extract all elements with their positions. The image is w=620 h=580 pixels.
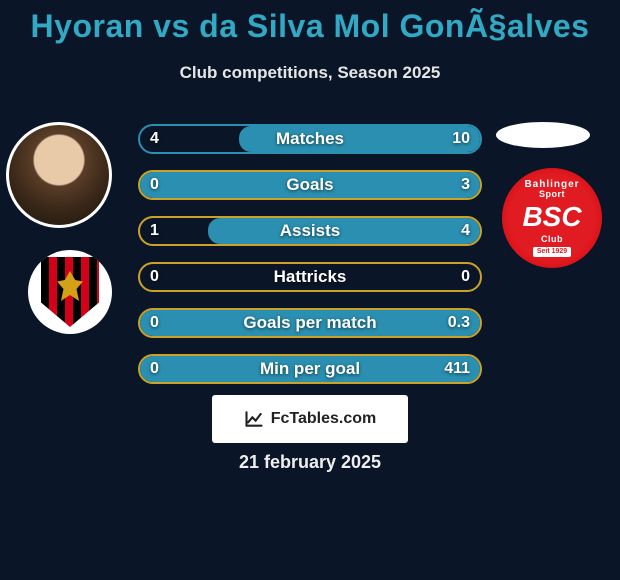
stat-bar-fill (140, 310, 480, 336)
stat-value-right: 0.3 (448, 314, 470, 332)
fctables-text: FcTables.com (271, 410, 377, 428)
stat-bar-fill (208, 218, 480, 244)
stat-value-left: 0 (150, 360, 159, 378)
stat-value-right: 10 (452, 130, 470, 148)
stats-area: 410Matches03Goals14Assists00Hattricks00.… (0, 120, 620, 395)
stat-bar-fill (140, 172, 480, 198)
stat-value-left: 0 (150, 314, 159, 332)
stat-value-left: 1 (150, 222, 159, 240)
stat-bar: 410Matches (138, 124, 482, 154)
stat-bar-fill (239, 126, 480, 152)
stat-bar: 14Assists (138, 216, 482, 246)
stat-value-right: 3 (461, 176, 470, 194)
stat-bar: 0 0Hattricks (138, 262, 482, 292)
stat-value-right: 411 (444, 360, 470, 378)
stat-label: Hattricks (140, 267, 480, 287)
page-title: Hyoran vs da Silva Mol GonÃ§alves (0, 0, 620, 45)
stat-value-left: 0 (150, 176, 159, 194)
stat-value-right: 0 (461, 268, 470, 286)
stat-value-left: 0 (150, 268, 159, 286)
stat-bar: 03Goals (138, 170, 482, 200)
stat-value-left: 4 (150, 130, 159, 148)
chart-icon (244, 409, 264, 429)
stat-bar: 0411Min per goal (138, 354, 482, 384)
stat-value-right: 4 (461, 222, 470, 240)
fctables-badge[interactable]: FcTables.com (212, 395, 408, 443)
subtitle: Club competitions, Season 2025 (0, 63, 620, 83)
stat-bar-fill (140, 356, 480, 382)
date-text: 21 february 2025 (0, 452, 620, 473)
comparison-card: Hyoran vs da Silva Mol GonÃ§alves Club c… (0, 0, 620, 580)
stat-bar: 00.3Goals per match (138, 308, 482, 338)
